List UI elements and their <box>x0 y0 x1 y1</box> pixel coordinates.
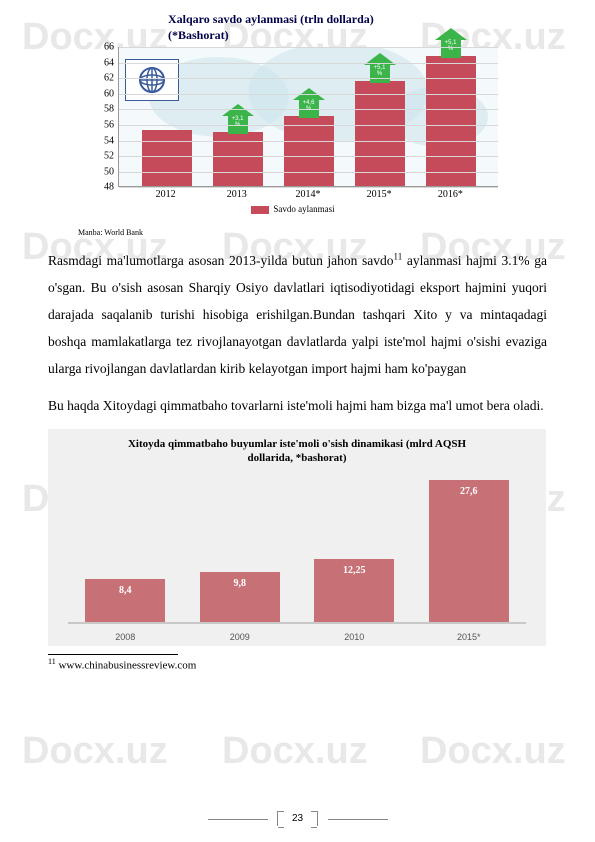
chart2-bar: 12,25 <box>314 559 394 622</box>
chart2-xtick: 2010 <box>314 632 394 642</box>
footnote-rule <box>48 654 178 655</box>
chart2-xtick: 2009 <box>200 632 280 642</box>
chart1-ytick: 62 <box>104 73 114 84</box>
chart2-bar: 8,4 <box>85 579 165 622</box>
chart1-bar <box>142 130 192 186</box>
chart1-ytick: 64 <box>104 57 114 68</box>
page-footer: 23 <box>0 811 595 826</box>
growth-arrow-icon: +3,1% <box>222 104 254 134</box>
chart1-ytick: 60 <box>104 88 114 99</box>
chart1-y-axis: 48505254565860626466 <box>88 47 118 187</box>
chart2-xtick: 2008 <box>85 632 165 642</box>
chart1-xtick: 2013 <box>212 189 262 200</box>
chart1-bar: +5,1% <box>355 81 405 186</box>
chart1-ytick: 66 <box>104 42 114 53</box>
watermark: Docx.uz <box>420 730 566 773</box>
chart1-ytick: 48 <box>104 182 114 193</box>
chart2-bar-label: 27,6 <box>429 486 509 497</box>
chart1-ytick: 50 <box>104 166 114 177</box>
chart1-xtick: 2014* <box>283 189 333 200</box>
chart2-bar-label: 9,8 <box>200 578 280 589</box>
body-paragraph-2: Bu haqda Xitoydagi qimmatbaho tovarlarni… <box>48 392 547 419</box>
chart-xitoy-qimmatbaho: Xitoyda qimmatbaho buyumlar iste'moli o'… <box>48 429 546 646</box>
chart1-source: Manba: World Bank <box>78 228 498 237</box>
growth-arrow-icon: +4,6% <box>293 88 325 118</box>
body-paragraph-1: Rasmdagi ma'lumotlarga asosan 2013-yilda… <box>48 247 547 382</box>
chart1-legend: Savdo aylanmasi <box>88 204 498 214</box>
chart2-bar-label: 12,25 <box>314 565 394 576</box>
chart1-ytick: 52 <box>104 151 114 162</box>
chart1-ytick: 54 <box>104 135 114 146</box>
chart1-ytick: 56 <box>104 119 114 130</box>
chart2-bar: 27,6 <box>429 480 509 623</box>
chart2-x-axis: 2008 2009 2010 2015* <box>68 632 526 642</box>
chart-xalqaro-savdo: Xalqaro savdo aylanmasi (trln dollarda) … <box>88 12 498 237</box>
chart2-bar: 9,8 <box>200 572 280 623</box>
watermark: Docx.uz <box>22 730 168 773</box>
chart1-bar: +5,1% <box>426 56 476 187</box>
chart1-ytick: 58 <box>104 104 114 115</box>
chart1-x-axis: 2012 2013 2014* 2015* 2016* <box>118 189 498 200</box>
chart1-plot-area: +3,1% +4,6% +5,1% +5,1% <box>118 47 498 187</box>
footnote: 11 www.chinabusinessreview.com <box>48 657 547 672</box>
watermark: Docx.uz <box>222 730 368 773</box>
chart2-title: Xitoyda qimmatbaho buyumlar iste'moli o'… <box>48 429 546 466</box>
chart1-xtick: 2015* <box>354 189 404 200</box>
chart1-xtick: 2012 <box>141 189 191 200</box>
page-number: 23 <box>292 813 303 824</box>
chart2-bar-label: 8,4 <box>85 585 165 596</box>
chart2-xtick: 2015* <box>429 632 509 642</box>
chart1-bar: +4,6% <box>284 116 334 186</box>
growth-arrow-icon: +5,1% <box>435 28 467 58</box>
chart1-xtick: 2016* <box>425 189 475 200</box>
